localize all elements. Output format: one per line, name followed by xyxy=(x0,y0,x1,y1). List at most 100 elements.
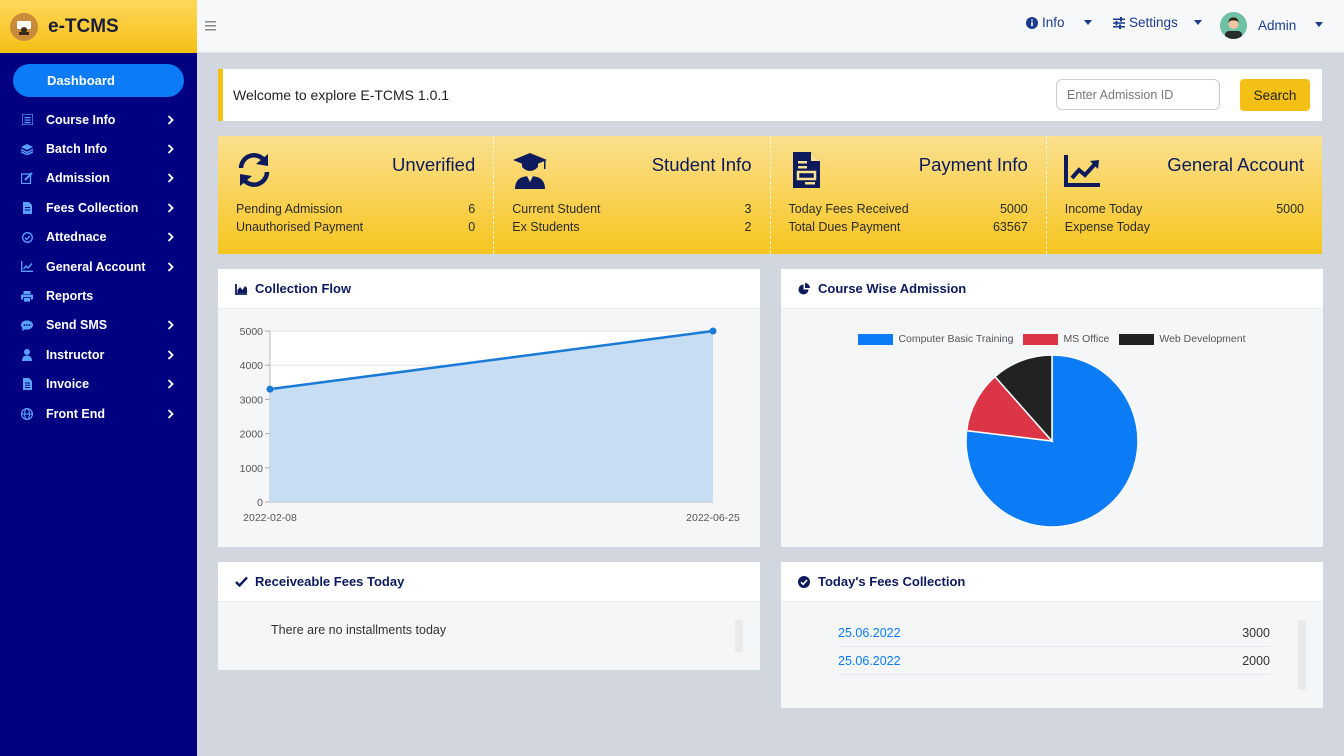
stat-label: Pending Admission xyxy=(236,202,343,216)
sidebar-item-invoice[interactable]: Invoice xyxy=(0,370,197,399)
sidebar-item-course-info[interactable]: Course Info xyxy=(0,105,197,134)
y-tick-label: 3000 xyxy=(240,394,264,406)
sidebar-item-label: General Account xyxy=(46,259,146,274)
brand-name: e-TCMS xyxy=(48,15,119,37)
scrollbar[interactable] xyxy=(1298,620,1306,690)
stat-value: 0 xyxy=(468,220,476,234)
sidebar-item-reports[interactable]: Reports xyxy=(0,281,197,310)
info-menu[interactable]: Info xyxy=(1026,15,1065,30)
pie-slice[interactable] xyxy=(965,375,1054,442)
user-dropdown-caret[interactable] xyxy=(1315,22,1323,27)
user-icon xyxy=(21,348,33,361)
stat-row: Unauthorised Payment 0 xyxy=(236,220,475,234)
sidebar-nav: Course Info Batch Info Admission Fees Colle… xyxy=(0,105,197,428)
sidebar-item-label: Batch Info xyxy=(46,142,108,157)
stat-row: Ex Students 2 xyxy=(512,220,751,234)
chat-icon xyxy=(21,319,33,331)
sidebar: e-TCMS Dashboard Course Info Batch Info Ad… xyxy=(0,0,197,756)
chevron-right-icon xyxy=(165,144,175,154)
user-name: Admin xyxy=(1258,18,1297,33)
check-icon xyxy=(235,575,248,588)
legend-swatch xyxy=(858,333,894,345)
legend-item[interactable]: MS Office xyxy=(1023,333,1109,345)
settings-menu[interactable]: Settings xyxy=(1113,15,1178,30)
chart-line-icon xyxy=(21,261,33,273)
todays-fees-card: Today's Fees Collection 25.06.2022 3000 25… xyxy=(781,562,1323,708)
scrollbar[interactable] xyxy=(735,620,743,652)
sidebar-item-fees-collection[interactable]: Fees Collection xyxy=(0,193,197,222)
chevron-right-icon xyxy=(165,173,175,184)
stat-value: 3 xyxy=(744,202,752,216)
card-title: Receiveable Fees Today xyxy=(255,574,405,589)
pie-slice[interactable] xyxy=(993,354,1053,443)
sidebar-item-attednace[interactable]: Attednace xyxy=(0,223,197,252)
y-tick-label: 1000 xyxy=(240,463,264,475)
settings-dropdown-caret[interactable] xyxy=(1194,20,1202,25)
info-dropdown-caret[interactable] xyxy=(1084,20,1092,25)
stat-label: Expense Today xyxy=(1064,220,1150,234)
sidebar-item-label: Fees Collection xyxy=(46,200,139,215)
area-chart-icon xyxy=(235,282,248,295)
settings-label: Settings xyxy=(1129,15,1178,30)
file-icon xyxy=(792,152,820,188)
print-icon xyxy=(21,290,33,302)
stat-label: Income Today xyxy=(1064,202,1143,216)
legend-item[interactable]: Computer Basic Training xyxy=(858,333,1013,345)
chevron-right-icon xyxy=(165,320,175,331)
info-label: Info xyxy=(1042,15,1065,30)
data-point[interactable] xyxy=(709,327,717,335)
sidebar-item-label: Reports xyxy=(46,289,94,304)
data-point[interactable] xyxy=(266,385,274,393)
welcome-bar: Welcome to explore E-TCMS 1.0.1 Search xyxy=(218,69,1322,121)
stat-title: Payment Info xyxy=(918,154,1028,175)
sidebar-item-label: Attednace xyxy=(46,230,107,245)
sidebar-item-dashboard[interactable]: Dashboard xyxy=(13,64,184,97)
stat-title: Unverified xyxy=(391,154,476,175)
chevron-right-icon xyxy=(165,379,175,389)
sidebar-item-front-end[interactable]: Front End xyxy=(0,399,197,428)
sliders-icon xyxy=(1113,16,1125,29)
sidebar-item-general-account[interactable]: General Account xyxy=(0,252,197,281)
admission-id-input[interactable] xyxy=(1056,79,1220,110)
stats-panel: Unverified Pending Admission 6 Unauthoris… xyxy=(218,136,1322,254)
sidebar-item-batch-info[interactable]: Batch Info xyxy=(0,134,197,163)
stat-value: 63567 xyxy=(992,220,1028,234)
stat-student-info: Student Info Current Student 3 Ex Student… xyxy=(494,136,771,254)
stat-label: Total Dues Payment xyxy=(788,220,901,234)
user-menu[interactable]: Admin xyxy=(1220,12,1296,39)
chevron-right-icon xyxy=(165,232,175,242)
y-tick-label: 5000 xyxy=(240,326,264,338)
brand-logo-icon xyxy=(10,12,38,41)
legend-label: Computer Basic Training xyxy=(898,333,1014,345)
fees-date-link[interactable]: 25.06.2022 xyxy=(838,625,901,640)
stat-row: Total Dues Payment 63567 xyxy=(789,220,1028,234)
x-tick-label: 2022-02-08 xyxy=(243,512,297,524)
card-header: Today's Fees Collection xyxy=(781,562,1323,602)
avatar xyxy=(1220,12,1247,39)
table-row: 25.06.2022 3000 xyxy=(838,619,1270,647)
list-icon xyxy=(21,114,33,126)
fees-amount: 3000 xyxy=(1242,625,1270,640)
invoice-icon xyxy=(21,378,33,391)
legend-item[interactable]: Web Development xyxy=(1119,333,1246,345)
y-tick-label: 2000 xyxy=(240,429,264,441)
brand[interactable]: e-TCMS xyxy=(0,0,197,53)
stat-row: Pending Admission 6 xyxy=(236,202,475,216)
info-icon xyxy=(1026,16,1038,29)
stat-row: Expense Today xyxy=(1065,220,1304,234)
sidebar-item-instructor[interactable]: Instructor xyxy=(0,340,197,369)
check-circle-icon xyxy=(798,575,811,588)
sidebar-item-label: Course Info xyxy=(46,112,116,127)
pie-slice[interactable] xyxy=(965,354,1139,528)
sidebar-item-send-sms[interactable]: Send SMS xyxy=(0,311,197,340)
fees-date-link[interactable]: 25.06.2022 xyxy=(838,653,901,668)
stat-label: Unauthorised Payment xyxy=(236,220,364,234)
menu-toggle-icon[interactable] xyxy=(205,20,216,32)
sidebar-item-label: Invoice xyxy=(46,377,90,392)
stat-value: 5000 xyxy=(999,202,1028,216)
chart-icon xyxy=(1063,155,1100,187)
chart-legend: Computer Basic Training MS Office Web Deve… xyxy=(781,333,1323,345)
sidebar-item-admission[interactable]: Admission xyxy=(0,164,197,193)
legend-label: MS Office xyxy=(1063,333,1110,345)
search-button[interactable]: Search xyxy=(1240,79,1310,111)
